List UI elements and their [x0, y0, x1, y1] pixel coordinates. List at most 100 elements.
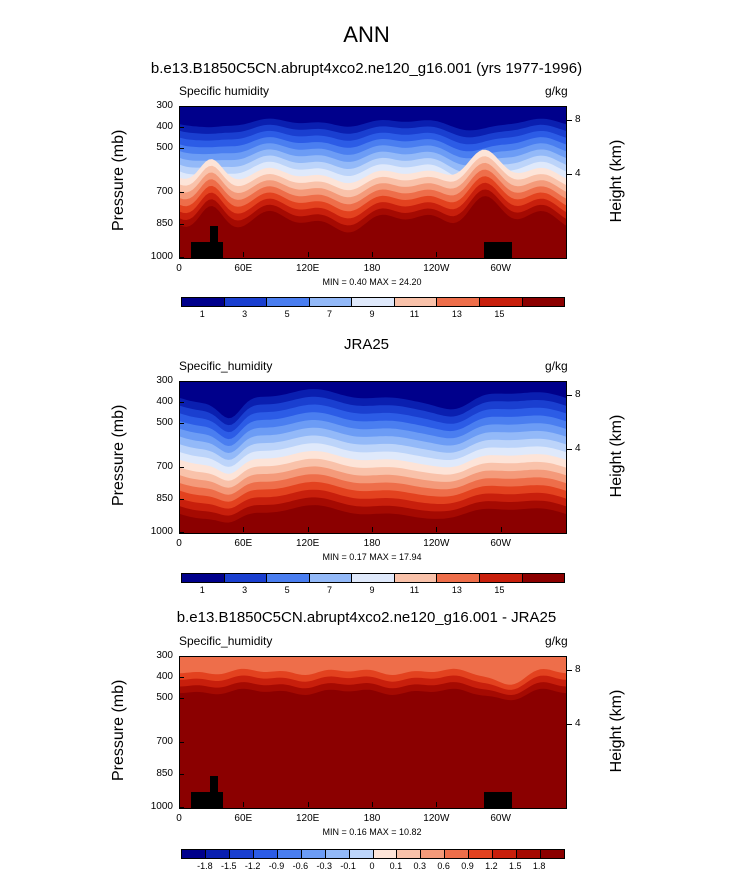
x-tick-label: 60E: [234, 538, 253, 549]
colorbar-label: 15: [494, 309, 505, 319]
colorbar-swatch: [182, 574, 225, 582]
x-tick-mark: [436, 252, 438, 257]
y-tick-mark: [179, 381, 184, 382]
y-tick-mark: [179, 106, 184, 107]
y-tick-mark: [179, 402, 184, 404]
contour-svg: [180, 382, 566, 533]
height-tick-label: 8: [575, 663, 581, 675]
y-tick-mark: [179, 498, 184, 500]
colorbar-label: 1: [199, 309, 205, 319]
y-tick-label: 400: [156, 671, 173, 683]
colorbar-label: 1.8: [532, 861, 546, 871]
colorbar-swatch: [437, 574, 480, 582]
x-tick-mark: [307, 527, 309, 532]
panel-title: b.e13.B1850C5CN.abrupt4xco2.ne120_g16.00…: [176, 609, 557, 626]
y-tick-label: 300: [156, 100, 173, 111]
height-tick-label: 4: [575, 442, 581, 454]
y-tick-mark: [179, 807, 184, 808]
y-tick-mark: [179, 257, 184, 258]
x-tick-label: 120W: [423, 263, 450, 274]
x-tick-label: 0: [176, 538, 182, 549]
contour-plot: [179, 381, 567, 534]
y-tick-mark: [179, 677, 184, 679]
colorbar-swatch: [493, 850, 518, 858]
y-tick-mark: [179, 773, 184, 775]
x-tick-mark: [307, 802, 309, 807]
units-label: g/kg: [545, 359, 568, 373]
x-tick-mark: [307, 252, 309, 257]
x-tick-mark: [500, 527, 502, 532]
panel-title: b.e13.B1850C5CN.abrupt4xco2.ne120_g16.00…: [150, 60, 583, 77]
topography-mask: [210, 226, 218, 246]
x-tick-mark: [243, 527, 245, 532]
x-tick-mark: [500, 802, 502, 807]
variable-label: Specific_humidity: [179, 634, 273, 648]
y-tick-label: 500: [156, 417, 173, 429]
y-tick-label: 700: [156, 736, 173, 748]
colorbar-label: 0: [369, 861, 375, 871]
height-tick-mark: [566, 669, 572, 671]
topography-mask: [210, 776, 218, 796]
x-tick-label: 120W: [423, 538, 450, 549]
y-tick-label: 1000: [150, 801, 173, 812]
x-tick-label: 180: [363, 538, 381, 549]
topography-mask: [484, 242, 512, 258]
colorbar-label: 13: [451, 585, 462, 595]
y-tick-label: 850: [156, 217, 173, 229]
y-tick-label: 300: [156, 375, 173, 386]
right-axis-label: Height (km): [608, 414, 625, 497]
colorbar-swatch: [325, 850, 350, 858]
colorbar-label: 13: [451, 309, 462, 319]
colorbar-swatch: [445, 850, 470, 858]
colorbar-swatch: [309, 298, 353, 306]
right-axis-label: Height (km): [608, 689, 625, 772]
colorbar-swatch: [421, 850, 446, 858]
x-tick-mark: [243, 802, 245, 807]
y-tick-label: 850: [156, 767, 173, 779]
colorbar-label: 15: [494, 585, 505, 595]
x-tick-label: 180: [363, 813, 381, 824]
colorbar: [181, 849, 565, 859]
contour-plot: [179, 656, 567, 809]
colorbar-swatch: [541, 850, 564, 858]
colorbar-swatch: [267, 298, 310, 306]
x-tick-label: 120E: [295, 813, 320, 824]
colorbar-swatch: [437, 298, 480, 306]
colorbar-swatch: [517, 850, 542, 858]
x-tick-label: 60W: [490, 538, 511, 549]
colorbar-swatch: [267, 574, 310, 582]
colorbar-label: 0.9: [461, 861, 474, 871]
colorbar-label: 0.3: [413, 861, 426, 871]
topography-mask: [191, 242, 223, 258]
colorbar-swatch: [373, 850, 398, 858]
x-tick-mark: [179, 252, 180, 257]
colorbar-swatch: [349, 850, 374, 858]
panel-title: JRA25: [343, 336, 390, 353]
height-tick-label: 4: [575, 717, 581, 729]
colorbar-swatch: [479, 298, 523, 306]
min-max-label: MIN = 0.17 MAX = 17.94: [322, 552, 422, 562]
x-tick-mark: [500, 252, 502, 257]
x-tick-mark: [436, 527, 438, 532]
min-max-label: MIN = 0.16 MAX = 10.82: [322, 827, 422, 837]
y-tick-label: 400: [156, 396, 173, 408]
height-tick-mark: [566, 448, 572, 450]
colorbar-label: 7: [327, 309, 333, 319]
y-tick-label: 1000: [150, 251, 173, 262]
x-tick-label: 180: [363, 263, 381, 274]
colorbar-swatch: [253, 850, 278, 858]
contour-band: [180, 688, 566, 808]
min-max-label: MIN = 0.40 MAX = 24.20: [322, 277, 422, 287]
x-tick-label: 0: [176, 263, 182, 274]
colorbar-swatch: [182, 298, 225, 306]
contour-band: [180, 196, 566, 258]
colorbar-swatch: [224, 298, 268, 306]
colorbar-label: 3: [242, 309, 248, 319]
x-tick-mark: [372, 802, 373, 807]
y-axis-label: Pressure (mb): [110, 679, 127, 781]
colorbar: [181, 573, 565, 583]
colorbar-swatch: [182, 850, 206, 858]
colorbar-label: 0.6: [437, 861, 450, 871]
x-tick-label: 60E: [234, 813, 253, 824]
x-tick-label: 60E: [234, 263, 253, 274]
